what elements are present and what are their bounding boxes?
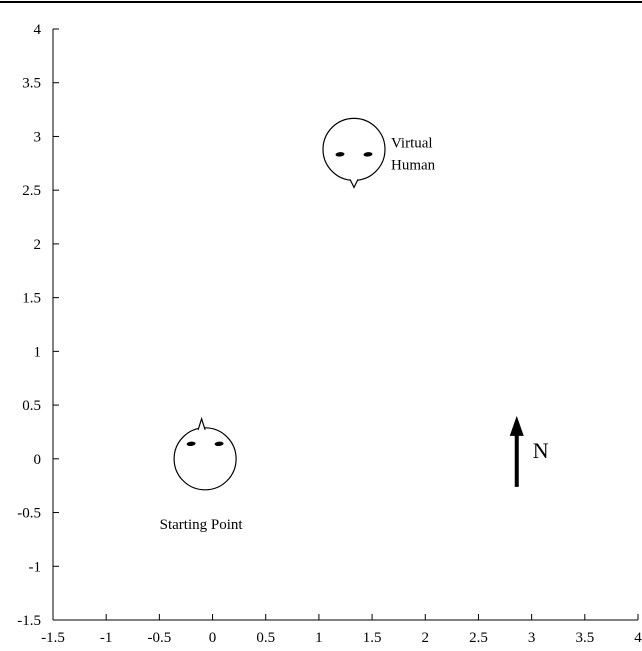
nose-direction-icon [349, 179, 359, 189]
eye-right [214, 441, 224, 447]
axes: -1.5 -1 -0.5 0 0.5 1 1.5 2 2.5 3 3.5 4 -1.5 -1 -0.5 0 0.… [17, 22, 642, 646]
x-tick-label: 3 [528, 630, 536, 646]
nose-direction-icon [197, 416, 206, 430]
y-tick-label: 3.5 [22, 76, 41, 92]
x-tick-label: 2 [422, 630, 430, 646]
y-tick-label: 1 [34, 344, 42, 360]
y-tick-label: 4 [34, 22, 42, 38]
y-tick-label: -1.5 [17, 613, 41, 629]
x-tick-label: 1 [315, 630, 323, 646]
starting-point-label: Starting Point [160, 517, 244, 533]
x-tick-label: 0 [209, 630, 217, 646]
eye-left [186, 441, 196, 447]
virtual-human-label-line: Virtual [391, 135, 433, 151]
virtual-human-label-line: Human [391, 157, 436, 173]
eye-right [363, 152, 373, 157]
north-arrow-icon [509, 415, 524, 436]
x-tick-label: -0.5 [147, 630, 171, 646]
y-tick-label: 0 [34, 452, 42, 468]
eye-left [335, 152, 345, 157]
y-tick-label: 1.5 [22, 291, 41, 307]
y-tick-label: -0.5 [17, 506, 41, 522]
x-tick-label: 4 [634, 630, 642, 646]
starting-point-marker [173, 416, 237, 491]
x-tick-label: 0.5 [256, 630, 275, 646]
head-circle [173, 427, 237, 491]
north-label: N [533, 438, 549, 463]
x-tick-label: -1.5 [41, 630, 65, 646]
head-circle [322, 117, 386, 181]
x-tick-label: 2.5 [469, 630, 488, 646]
y-tick-label: 2 [34, 237, 42, 253]
x-tick-label: -1 [100, 630, 113, 646]
virtual-human-marker [322, 117, 386, 189]
y-tick-label: 3 [34, 129, 42, 145]
x-tick-label: 3.5 [575, 630, 594, 646]
markers: Starting Point Virtual Human N [160, 117, 549, 533]
y-tick-label: -1 [29, 559, 42, 575]
y-tick-label: 2.5 [22, 183, 41, 199]
y-tick-label: 0.5 [22, 398, 41, 414]
x-tick-label: 1.5 [363, 630, 382, 646]
